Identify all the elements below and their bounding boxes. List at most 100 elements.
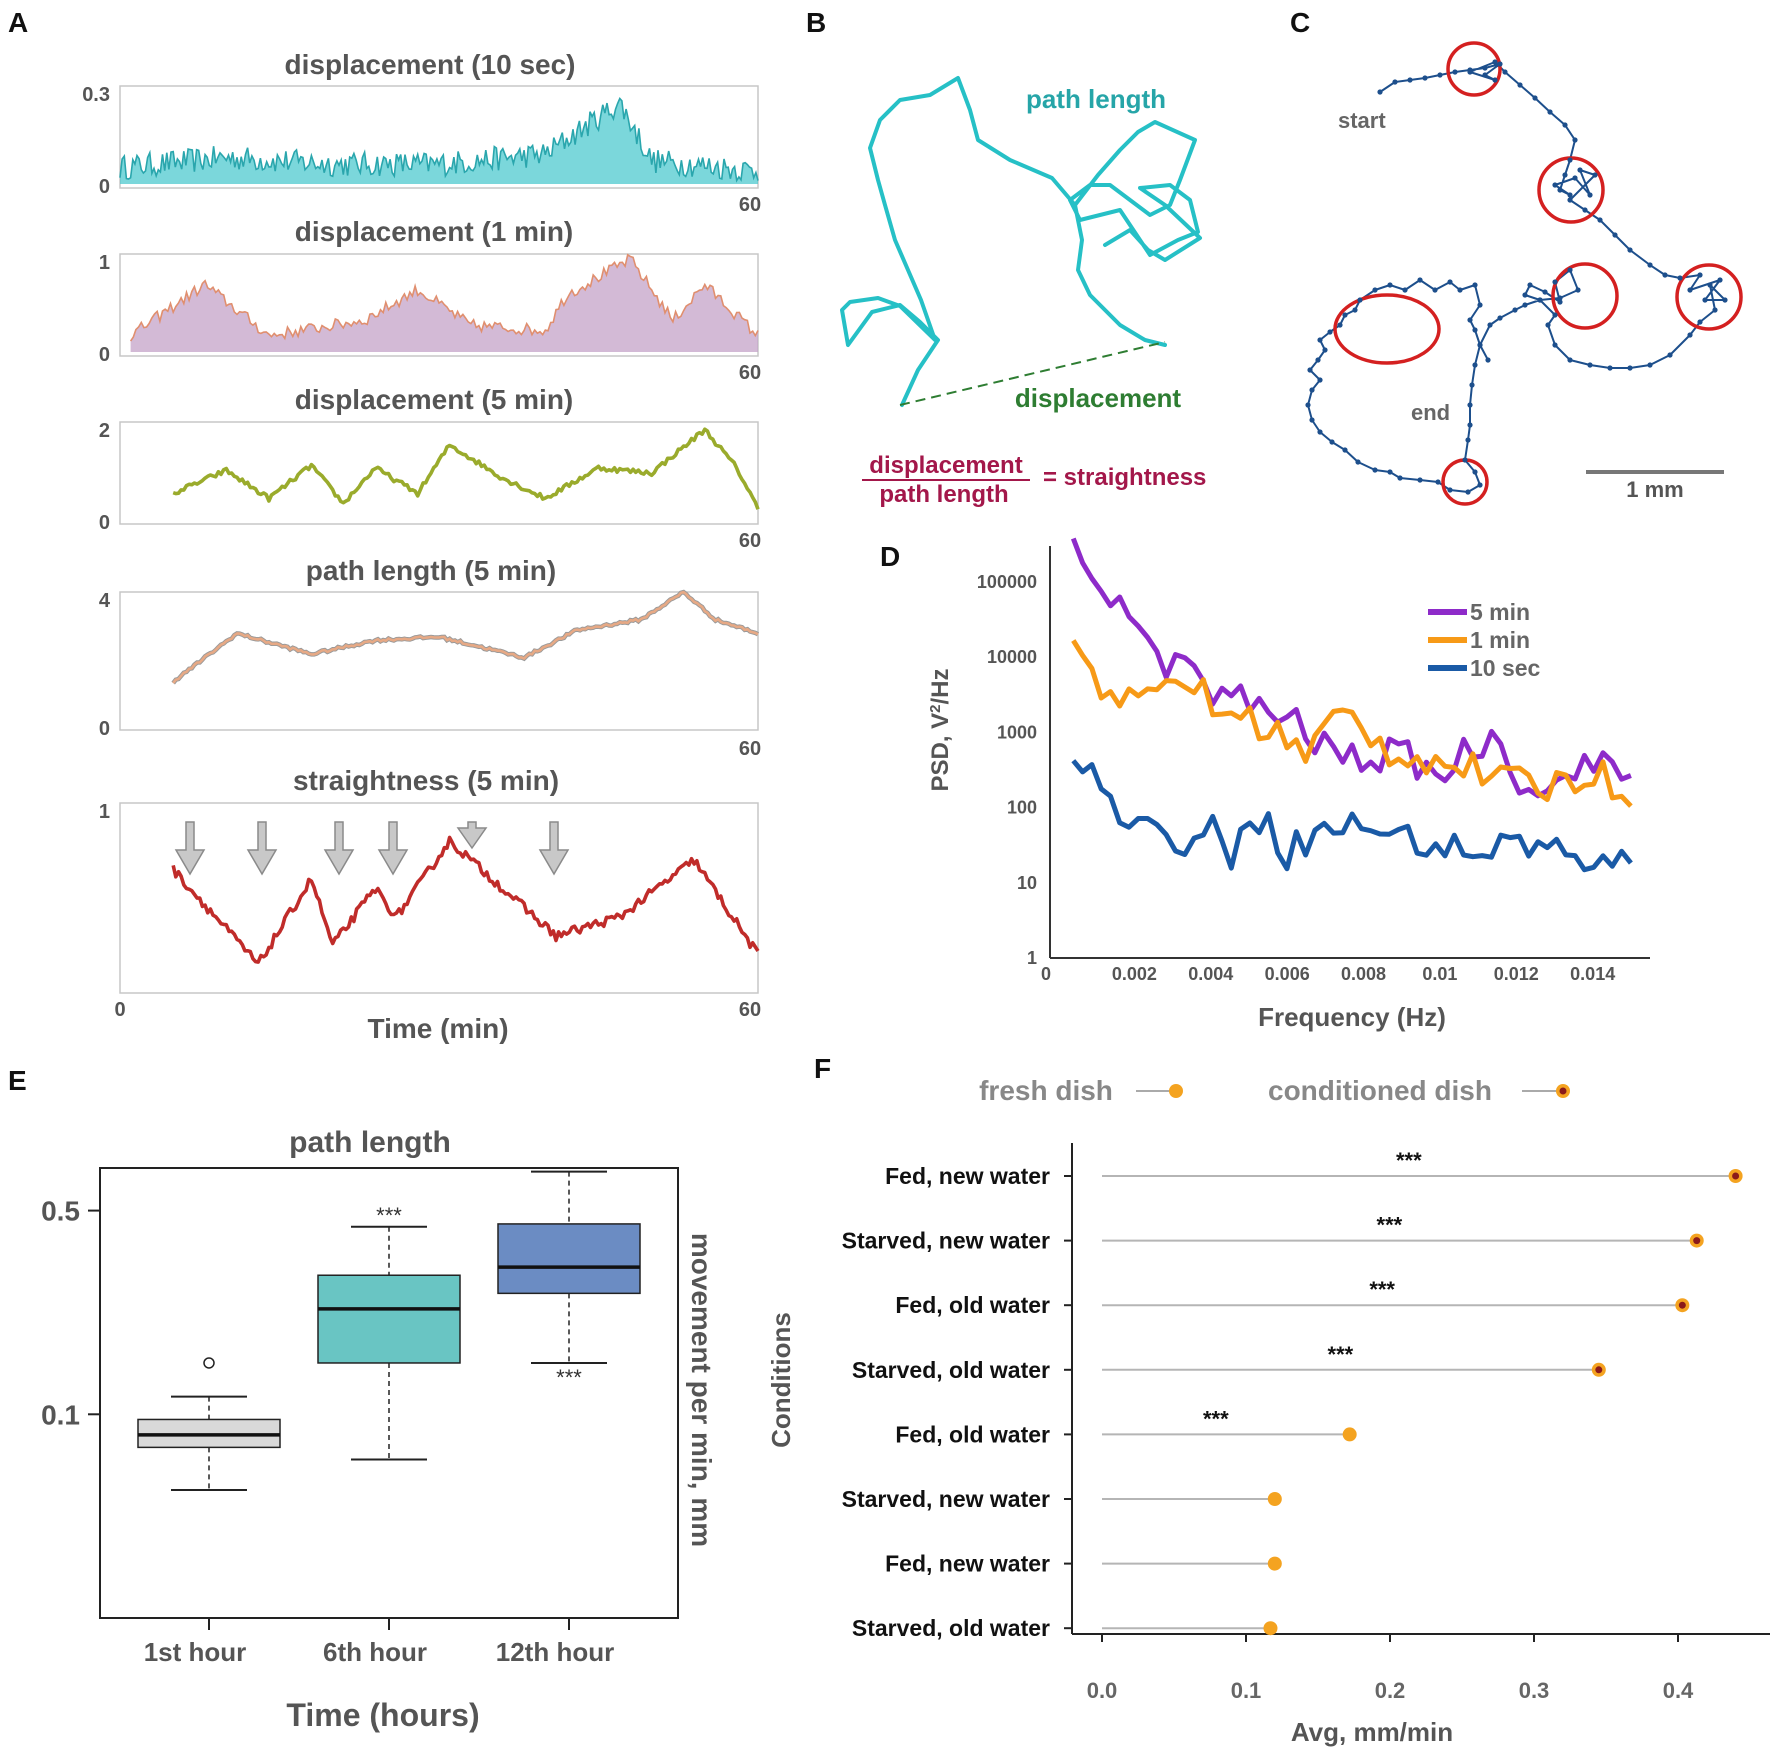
a-arrow-2 bbox=[246, 821, 278, 876]
a-title-4: path length (5 min) bbox=[306, 555, 556, 586]
e-title: path length bbox=[289, 1126, 451, 1159]
b-frac-num: displacement bbox=[869, 452, 1022, 479]
e-boxes: 1st hour *** 6th hour *** 12th hour bbox=[137, 1170, 641, 1667]
a-title-5: straightness (5 min) bbox=[293, 765, 559, 796]
c-point-30 bbox=[1597, 217, 1603, 223]
c-point-60 bbox=[1567, 267, 1573, 273]
c-point-42 bbox=[1712, 307, 1718, 313]
b-path-loop bbox=[1068, 120, 1202, 262]
a-arrow-5 bbox=[456, 821, 488, 850]
c-point-74 bbox=[1462, 457, 1468, 463]
a-series-group bbox=[119, 97, 760, 964]
d-xtick-4: 0.008 bbox=[1341, 964, 1386, 984]
c-point-1 bbox=[1392, 79, 1398, 85]
c-point-80 bbox=[1417, 477, 1423, 483]
a-arrow-1 bbox=[174, 821, 206, 876]
e-outlier-0-0 bbox=[203, 1357, 215, 1369]
c-point-113 bbox=[1485, 357, 1491, 363]
d-series-1 bbox=[1070, 537, 1632, 799]
a-title-1: displacement (10 sec) bbox=[284, 49, 575, 80]
c-point-15 bbox=[1532, 95, 1538, 101]
f-dot-center-2 bbox=[1678, 1301, 1686, 1309]
c-point-25 bbox=[1587, 192, 1593, 198]
c-point-47 bbox=[1627, 365, 1633, 371]
c-point-91 bbox=[1317, 377, 1323, 383]
c-point-50 bbox=[1567, 357, 1573, 363]
c-point-4 bbox=[1437, 72, 1443, 78]
c-point-108 bbox=[1472, 282, 1478, 288]
c-point-69 bbox=[1472, 362, 1478, 368]
e-xlabel: Time (hours) bbox=[286, 1697, 479, 1733]
c-scale-label: 1 mm bbox=[1626, 477, 1683, 502]
f-row-label-1: Starved, new water bbox=[842, 1228, 1050, 1254]
c-point-76 bbox=[1477, 482, 1483, 488]
e-box-1 bbox=[317, 1274, 461, 1364]
c-point-36 bbox=[1697, 272, 1703, 278]
a-xend-1: 60 bbox=[739, 194, 761, 216]
d-yticks: 1 10 100 1000 10000 100000 bbox=[977, 572, 1037, 968]
c-point-48 bbox=[1607, 365, 1613, 371]
c-circle-2 bbox=[1537, 156, 1605, 224]
a-arrow-3 bbox=[323, 821, 355, 876]
b-path-line bbox=[840, 76, 1167, 407]
e-ytick-label-0: 0.5 bbox=[41, 1196, 80, 1227]
a-arrow-6 bbox=[538, 821, 570, 876]
panel-f: fresh dish conditioned dish Fed, new wat… bbox=[766, 1075, 1770, 1747]
f-dot-6 bbox=[1267, 1556, 1282, 1571]
c-end-label: end bbox=[1411, 400, 1450, 425]
d-series-2 bbox=[1071, 639, 1633, 808]
c-point-95 bbox=[1317, 337, 1323, 343]
c-point-104 bbox=[1417, 277, 1423, 283]
f-dot-center-3 bbox=[1595, 1366, 1603, 1374]
f-legend-fresh: fresh dish bbox=[979, 1075, 1113, 1106]
panel-c: start end 1 mm bbox=[1305, 41, 1743, 506]
d-ytick-1: 10 bbox=[1017, 873, 1037, 893]
f-sig-2: *** bbox=[1369, 1277, 1395, 1302]
c-point-84 bbox=[1355, 459, 1361, 465]
c-point-26 bbox=[1577, 167, 1583, 173]
b-equation: = straightness bbox=[1043, 464, 1206, 491]
c-point-112 bbox=[1477, 342, 1483, 348]
a-xend-3: 60 bbox=[739, 530, 761, 552]
c-point-73 bbox=[1465, 437, 1471, 443]
panel-b: path length displacement displacement pa… bbox=[840, 76, 1206, 508]
f-row-label-0: Fed, new water bbox=[885, 1163, 1050, 1189]
c-point-13 bbox=[1502, 69, 1508, 75]
c-point-3 bbox=[1422, 75, 1428, 81]
c-point-24 bbox=[1572, 175, 1578, 181]
d-legend-label-1: 1 min bbox=[1470, 627, 1530, 653]
c-point-38 bbox=[1717, 277, 1723, 283]
d-xtick-7: 0.014 bbox=[1570, 964, 1615, 984]
a-frame-3 bbox=[119, 421, 759, 525]
c-point-83 bbox=[1372, 467, 1378, 473]
a-xend-4: 60 bbox=[739, 738, 761, 760]
f-sig-0: *** bbox=[1396, 1148, 1422, 1173]
a-ytick-5-top: 1 bbox=[99, 801, 110, 823]
f-dot-5 bbox=[1267, 1492, 1282, 1506]
d-legend-label-0: 5 min bbox=[1470, 599, 1530, 625]
c-point-7 bbox=[1482, 65, 1488, 71]
d-ylabel-main: PSD, V bbox=[927, 713, 954, 792]
b-displacement-line bbox=[899, 341, 1166, 406]
panel-e: path length 0.5 0.1 1st hour *** 6th hour **… bbox=[41, 1126, 717, 1733]
d-series-group bbox=[1070, 537, 1633, 873]
d-ytick-3: 1000 bbox=[997, 722, 1037, 742]
f-row-label-5: Starved, new water bbox=[842, 1486, 1050, 1512]
c-point-111 bbox=[1472, 327, 1478, 333]
a-xend-5: 60 bbox=[739, 999, 761, 1021]
panel-label-c: C bbox=[1290, 7, 1310, 38]
a-series-line-2 bbox=[129, 253, 759, 342]
c-point-89 bbox=[1305, 402, 1311, 408]
c-point-102 bbox=[1387, 282, 1393, 288]
a-xlabel: Time (min) bbox=[367, 1013, 508, 1044]
d-xtick-1: 0.002 bbox=[1112, 964, 1157, 984]
d-xtick-0: 0 bbox=[1041, 964, 1051, 984]
d-xlabel: Frequency (Hz) bbox=[1258, 1002, 1446, 1032]
f-xtick-label-2: 0.2 bbox=[1375, 1678, 1406, 1703]
a-series-line-5 bbox=[171, 835, 760, 964]
c-point-31 bbox=[1612, 232, 1618, 238]
e-sig-2: *** bbox=[556, 1365, 582, 1390]
c-point-77 bbox=[1465, 489, 1471, 495]
f-legend-conditioned: conditioned dish bbox=[1268, 1075, 1492, 1106]
